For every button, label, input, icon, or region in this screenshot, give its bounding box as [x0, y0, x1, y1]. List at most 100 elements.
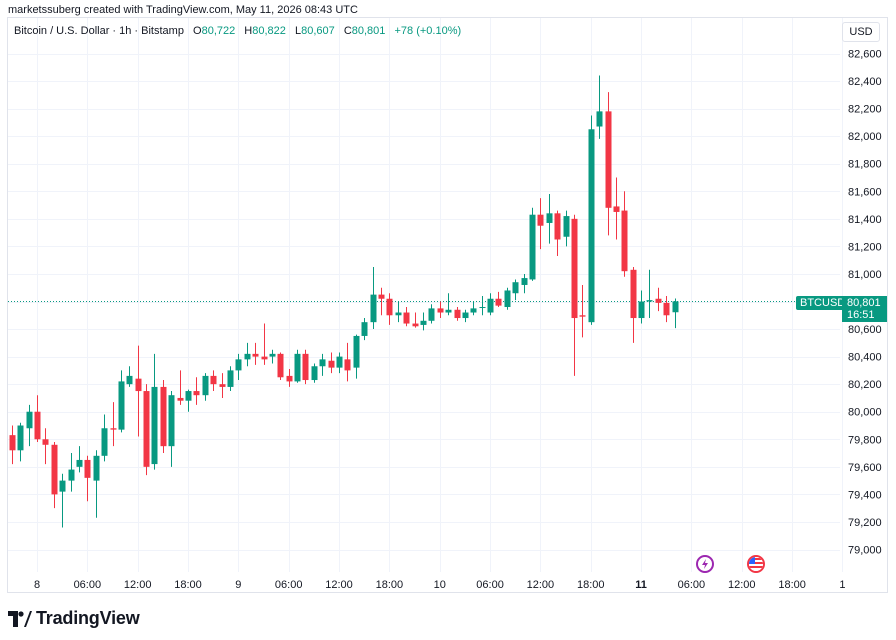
candle-body: [579, 315, 586, 317]
candle-down: [219, 373, 226, 398]
candle-down: [537, 198, 544, 250]
candle-body: [428, 308, 435, 321]
x-tick-label: 11: [635, 579, 647, 591]
candle-up: [17, 422, 24, 462]
legend-low-label: L: [294, 25, 302, 37]
candle-body: [160, 386, 167, 447]
candle-body: [638, 301, 645, 319]
candle-down: [286, 369, 293, 387]
legend-open-value: 80,722: [201, 25, 236, 37]
candle-down: [34, 395, 41, 443]
chart-frame: [7, 17, 888, 593]
candle-up: [319, 353, 326, 376]
candle-up: [101, 414, 108, 462]
candle-up: [353, 334, 360, 379]
candle-body: [252, 353, 259, 357]
candle-down: [143, 384, 150, 476]
candle-up: [462, 309, 469, 323]
tradingview-logo[interactable]: TradingView: [8, 608, 140, 629]
candle-down: [605, 92, 612, 236]
candle-body: [596, 111, 603, 127]
candle-body: [630, 269, 637, 319]
candle-down: [277, 352, 284, 381]
candle-down: [621, 191, 628, 277]
candle-body: [395, 312, 402, 316]
candle-body: [621, 210, 628, 272]
candle-body: [672, 301, 679, 313]
candle-body: [17, 425, 24, 451]
y-tick-label: 79,800: [848, 434, 882, 446]
candle-up: [59, 473, 66, 528]
y-tick-label: 82,400: [848, 76, 882, 88]
y-tick-label: 82,200: [848, 104, 882, 116]
candle-body: [202, 375, 209, 396]
y-tick-label: 81,000: [848, 269, 882, 281]
y-tick-label: 82,600: [848, 49, 882, 61]
candle-body: [554, 213, 561, 240]
candle-body: [143, 391, 150, 467]
candle-body: [277, 353, 284, 378]
candle-up: [361, 318, 368, 341]
candle-down: [252, 342, 259, 365]
last-price-value: 80,801: [847, 297, 881, 309]
candle-down: [210, 370, 217, 392]
y-tick-label: 82,000: [848, 131, 882, 143]
candle-body: [571, 218, 578, 319]
candle-body: [521, 278, 528, 285]
candle-body: [84, 459, 91, 478]
candle-body: [110, 428, 117, 430]
candle-down: [328, 352, 335, 374]
chart-legend: Bitcoin / U.S. Dollar · 1h · Bitstamp O8…: [14, 25, 461, 37]
us-flag-event-icon[interactable]: [747, 555, 765, 573]
candle-body: [470, 308, 477, 313]
candle-body: [68, 469, 75, 481]
candle-body: [445, 309, 452, 313]
candle-up: [546, 194, 553, 244]
candle-down: [579, 284, 586, 338]
candle-body: [210, 375, 217, 385]
candle-body: [235, 359, 242, 371]
candle-body: [168, 395, 175, 447]
candle-body: [361, 322, 368, 336]
y-tick-label: 79,400: [848, 489, 882, 501]
candle-body: [495, 298, 502, 306]
candle-body: [487, 298, 494, 313]
candle-up: [68, 453, 75, 492]
x-tick-label: 06:00: [476, 579, 504, 591]
candle-up: [428, 304, 435, 324]
candle-body: [529, 214, 536, 280]
candle-up: [336, 352, 343, 374]
y-tick-label: 81,600: [848, 186, 882, 198]
candle-up: [479, 295, 486, 316]
candle-body: [185, 391, 192, 401]
candle-body: [151, 386, 158, 465]
candle-up: [126, 366, 133, 387]
legend-low-value: 80,607: [301, 25, 335, 37]
candle-up: [93, 450, 100, 518]
candle-up: [672, 298, 679, 329]
candle-body: [605, 111, 612, 208]
x-tick-label: 06:00: [678, 579, 706, 591]
candle-body: [378, 294, 385, 299]
currency-button[interactable]: USD: [842, 22, 880, 42]
economic-event-icon[interactable]: [696, 555, 714, 573]
chart-caption: marketssuberg created with TradingView.c…: [8, 4, 358, 16]
candle-up: [504, 287, 511, 310]
candle-body: [193, 391, 200, 396]
candle-down: [51, 442, 58, 509]
candle-up: [420, 312, 427, 331]
legend-high-label: H: [244, 25, 253, 37]
candle-down: [554, 210, 561, 257]
candle-up: [118, 370, 125, 433]
candle-body: [227, 370, 234, 387]
candle-body: [563, 216, 570, 237]
candle-body: [319, 359, 326, 367]
candle-body: [51, 444, 58, 495]
legend-change: +78 (+0.10%): [394, 25, 462, 37]
candle-body: [454, 309, 461, 319]
candle-body: [420, 320, 427, 325]
candle-up: [168, 391, 175, 467]
x-tick-label: 06:00: [74, 579, 102, 591]
y-tick-label: 81,200: [848, 241, 882, 253]
